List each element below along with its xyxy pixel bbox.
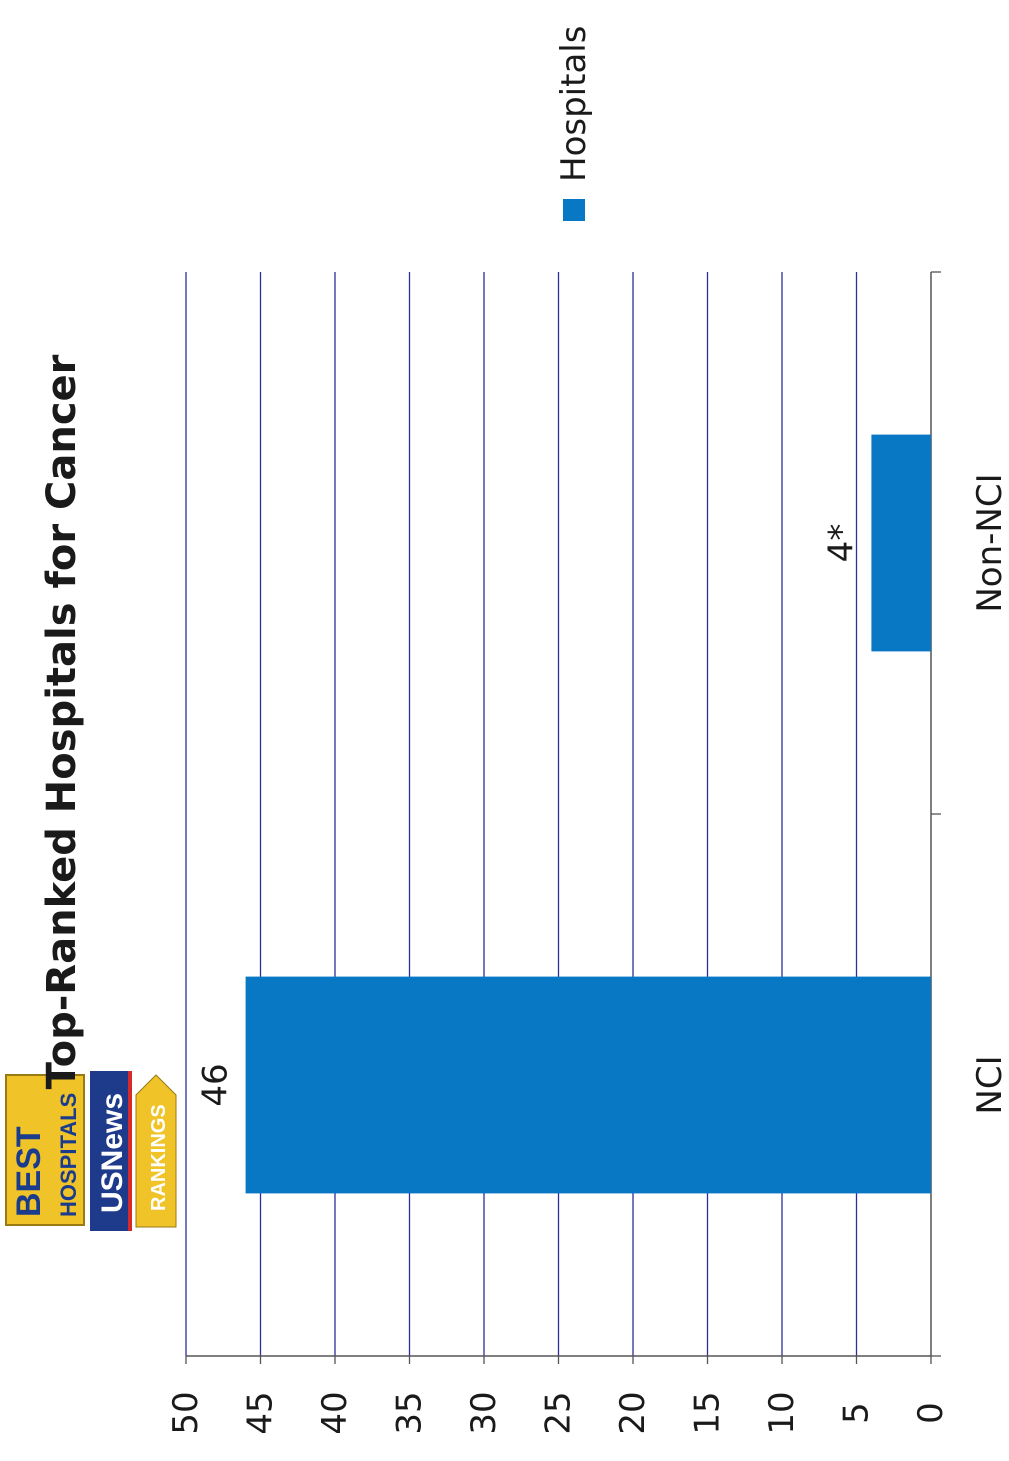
y-tick-label: 10 [762, 1391, 802, 1434]
legend-swatch [563, 199, 585, 221]
logo-text-hospitals: HOSPITALS [56, 1093, 81, 1217]
y-tick-label: 25 [539, 1391, 579, 1434]
data-label: 4* [821, 524, 861, 563]
y-tick-label: 15 [688, 1391, 728, 1434]
category-label: Non-NCI [970, 473, 1009, 612]
y-tick-label: 45 [241, 1391, 281, 1434]
y-tick-label: 40 [315, 1391, 355, 1434]
logo-text-best: BEST [10, 1126, 48, 1217]
y-tick-label: 20 [613, 1391, 653, 1434]
us-news-best-hospitals-logo: BEST HOSPITALS USNews RANKINGS [5, 1071, 177, 1231]
category-label: NCI [970, 1055, 1009, 1114]
y-tick-label: 0 [911, 1402, 951, 1424]
legend-label: Hospitals [554, 26, 594, 182]
plot-area: Top-Ranked Hospitals for Cancer 0 5 10 15 20 2… [39, 26, 1009, 1435]
logo-text-usnews: USNews [96, 1093, 129, 1213]
y-tick-label: 30 [464, 1391, 504, 1434]
bar-nci [245, 976, 932, 1194]
data-label: 46 [196, 1063, 236, 1106]
logo-text-rankings: RANKINGS [148, 1104, 170, 1211]
y-tick-label: 5 [837, 1402, 877, 1424]
y-tick-label: 50 [166, 1391, 206, 1434]
chart-title: Top-Ranked Hospitals for Cancer [39, 354, 85, 1089]
y-tick-label: 35 [390, 1391, 430, 1434]
bar-non-nci [871, 434, 931, 652]
